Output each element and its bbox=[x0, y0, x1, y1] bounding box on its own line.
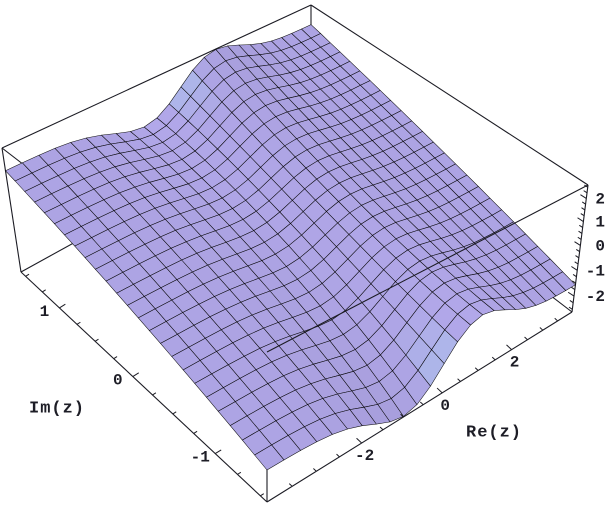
tick-label: 2 bbox=[510, 354, 520, 372]
im-axis-line bbox=[20, 271, 268, 503]
tick-mark bbox=[578, 230, 583, 234]
tick-mark bbox=[113, 356, 118, 360]
tick-mark bbox=[569, 300, 574, 304]
tick-mark bbox=[491, 356, 496, 361]
tick-label: 2 bbox=[595, 190, 605, 208]
tick-mark bbox=[76, 321, 81, 325]
tick-mark bbox=[59, 303, 66, 309]
tick-mark bbox=[474, 367, 479, 371]
tick-mark bbox=[214, 449, 222, 455]
tick-mark bbox=[572, 274, 577, 278]
tick-mark bbox=[42, 289, 46, 293]
im-axis-label: Im(z) bbox=[28, 399, 86, 419]
tick-mark bbox=[571, 286, 576, 290]
re-axis-label: Re(z) bbox=[465, 423, 523, 443]
tick-mark bbox=[572, 280, 576, 284]
tick-mark bbox=[94, 338, 99, 342]
tick-label: -1 bbox=[586, 262, 605, 280]
box-edge-top-back-left bbox=[1, 4, 312, 149]
tick-mark bbox=[288, 483, 293, 487]
tick-mark bbox=[583, 190, 588, 194]
tick-mark bbox=[193, 430, 198, 434]
tick-mark bbox=[172, 411, 177, 415]
tick-labels: -2 0 2 -1 0 1 2 1 0 -1 -2 bbox=[40, 190, 605, 466]
tick-mark bbox=[436, 387, 443, 394]
tick-mark bbox=[457, 378, 461, 382]
box-edges-front bbox=[20, 184, 589, 503]
tick-mark bbox=[580, 213, 585, 217]
tick-label: -2 bbox=[586, 288, 605, 306]
tick-mark bbox=[575, 255, 580, 259]
tick-label: 0 bbox=[113, 372, 123, 390]
tick-mark bbox=[336, 453, 340, 458]
tick-mark bbox=[575, 248, 580, 253]
tick-mark bbox=[574, 261, 579, 265]
tick-label: -2 bbox=[355, 447, 374, 465]
box-edge-top-right bbox=[266, 184, 589, 353]
tick-mark bbox=[581, 201, 586, 205]
tick-mark bbox=[260, 493, 265, 497]
tick-mark bbox=[419, 401, 424, 406]
tick-mark bbox=[506, 344, 512, 350]
surface-quad bbox=[552, 271, 576, 291]
tick-label: -1 bbox=[191, 449, 210, 467]
z-axis-line bbox=[571, 184, 589, 313]
box-edge-top-back-right bbox=[310, 4, 589, 186]
tick-mark bbox=[524, 336, 528, 341]
re-axis-line bbox=[266, 311, 573, 503]
tick-mark bbox=[568, 306, 573, 310]
tick-label: 0 bbox=[595, 237, 605, 255]
tick-mark bbox=[580, 194, 587, 199]
tick-mark bbox=[25, 273, 30, 277]
box-edge-vertical-left bbox=[1, 147, 22, 273]
tick-mark bbox=[539, 327, 544, 331]
tick-mark bbox=[571, 266, 578, 271]
tick-label: 1 bbox=[40, 303, 50, 321]
tick-mark bbox=[554, 317, 558, 322]
tick-mark bbox=[132, 372, 140, 377]
surface-mesh bbox=[5, 24, 576, 471]
tick-mark bbox=[356, 437, 362, 444]
tick-label: 1 bbox=[595, 214, 605, 232]
tick-mark bbox=[581, 207, 586, 211]
tick-mark bbox=[237, 471, 242, 475]
tick-label: 0 bbox=[440, 397, 450, 415]
tick-mark bbox=[400, 413, 404, 418]
tick-mark bbox=[567, 291, 575, 297]
tick-mark bbox=[577, 236, 582, 240]
tick-mark bbox=[574, 241, 581, 246]
tick-mark bbox=[313, 468, 317, 472]
tick-mark bbox=[579, 224, 583, 228]
tick-mark bbox=[379, 426, 384, 431]
tick-mark bbox=[152, 392, 157, 396]
tick-mark bbox=[577, 217, 584, 222]
